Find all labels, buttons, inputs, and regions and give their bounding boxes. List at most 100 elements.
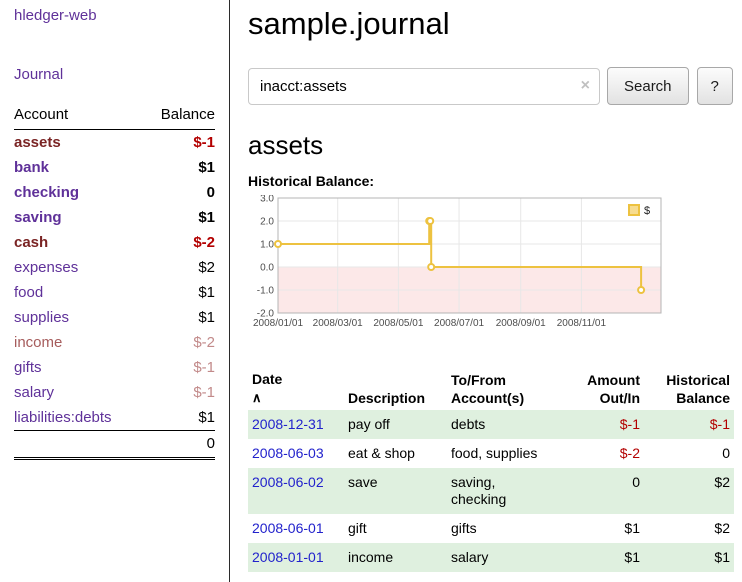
account-row: bank $1 xyxy=(14,155,215,180)
sidebar: hledger-web Journal Account Balance asse… xyxy=(0,0,230,582)
accounts-header-account: Account xyxy=(14,103,144,130)
chart-title: Historical Balance: xyxy=(248,173,375,189)
transaction-date-link[interactable]: 2008-01-01 xyxy=(252,549,324,565)
register-row: 2008-12-31 pay off debts $-1 $-1 xyxy=(248,410,734,439)
sidebar-item-journal[interactable]: Journal xyxy=(14,66,64,83)
transaction-accounts: saving, checking xyxy=(451,474,507,507)
account-link-assets[interactable]: assets xyxy=(14,134,61,151)
transaction-description: save xyxy=(348,474,378,490)
search-input[interactable] xyxy=(249,68,571,104)
account-link-salary[interactable]: salary xyxy=(14,384,55,401)
svg-text:$: $ xyxy=(644,205,650,217)
account-link-bank[interactable]: bank xyxy=(14,159,50,176)
transaction-date-link[interactable]: 2008-12-31 xyxy=(252,416,324,432)
account-row: income $-2 xyxy=(14,330,215,355)
account-balance: $-2 xyxy=(193,334,215,351)
account-link-expenses[interactable]: expenses xyxy=(14,259,79,276)
accounts-table: Account Balance assets $-1 bank $1 check… xyxy=(14,103,215,460)
transaction-amount: 0 xyxy=(632,474,640,490)
account-row: expenses $2 xyxy=(14,255,215,280)
transaction-accounts: debts xyxy=(451,416,486,432)
register-header-row: Date ∧ Description To/From Account(s) Am… xyxy=(248,349,734,410)
register-header-description: Description xyxy=(348,390,426,406)
clear-search-icon[interactable]: × xyxy=(580,77,590,94)
account-balance: $-1 xyxy=(193,359,215,376)
register-row: 2008-01-01 income salary $1 $1 xyxy=(248,543,734,572)
account-balance: $-2 xyxy=(193,234,215,251)
transaction-amount: $1 xyxy=(624,549,640,565)
account-balance: $-1 xyxy=(193,384,215,401)
register-header-date[interactable]: Date ∧ xyxy=(248,349,344,410)
account-balance: 0 xyxy=(206,184,215,201)
register-header-balance: Historical Balance xyxy=(666,372,730,406)
svg-text:-2.0: -2.0 xyxy=(257,309,275,320)
account-balance: $1 xyxy=(198,309,215,326)
accounts-header-row: Account Balance xyxy=(14,103,215,130)
sort-ascending-icon: ∧ xyxy=(252,390,262,405)
transaction-accounts: food, supplies xyxy=(451,445,538,461)
account-link-gifts[interactable]: gifts xyxy=(14,359,42,376)
svg-text:1.0: 1.0 xyxy=(260,240,274,251)
transaction-date-link[interactable]: 2008-06-01 xyxy=(252,520,324,536)
transaction-accounts: salary xyxy=(451,549,489,565)
transaction-description: gift xyxy=(348,520,367,536)
account-link-food[interactable]: food xyxy=(14,284,44,301)
transaction-description: income xyxy=(348,549,394,565)
svg-text:2008/05/01: 2008/05/01 xyxy=(373,318,423,329)
account-balance: $1 xyxy=(198,209,215,226)
search-button[interactable]: Search xyxy=(607,67,689,105)
account-link-income[interactable]: income xyxy=(14,334,63,351)
register-row: 2008-06-02 save saving, checking 0 $2 xyxy=(248,468,734,514)
accounts-header-balance: Balance xyxy=(143,103,215,130)
account-row: saving $1 xyxy=(14,205,215,230)
svg-text:3.0: 3.0 xyxy=(260,195,274,205)
svg-text:0.0: 0.0 xyxy=(260,263,274,274)
register-row: 2008-06-01 gift gifts $1 $2 xyxy=(248,514,734,543)
account-row: liabilities:debts $1 xyxy=(14,405,215,431)
search-bar: × Search ? xyxy=(248,67,734,105)
transaction-balance: 0 xyxy=(722,445,730,461)
svg-text:2.0: 2.0 xyxy=(260,217,274,228)
account-balance: $1 xyxy=(198,159,215,176)
historical-balance-chart: 3.0 2.0 1.0 0.0 -1.0 -2.0 2008/01/01 2008/03/01… xyxy=(248,194,664,337)
svg-text:2008/01/01: 2008/01/01 xyxy=(253,318,303,329)
transaction-balance: $1 xyxy=(714,549,730,565)
search-box: × xyxy=(248,67,600,105)
transaction-amount: $1 xyxy=(624,520,640,536)
transaction-description: eat & shop xyxy=(348,445,415,461)
svg-text:2008/11/01: 2008/11/01 xyxy=(557,318,607,329)
register-row: 2008-06-03 eat & shop food, supplies $-2… xyxy=(248,439,734,468)
transaction-accounts: gifts xyxy=(451,520,477,536)
register-header-accounts: To/From Account(s) xyxy=(451,372,525,406)
account-row: checking 0 xyxy=(14,180,215,205)
account-balance: $2 xyxy=(198,259,215,276)
account-balance: $-1 xyxy=(193,134,215,151)
account-row: food $1 xyxy=(14,280,215,305)
transaction-amount: $-2 xyxy=(619,445,640,461)
transaction-amount: $-1 xyxy=(619,416,640,432)
transaction-date-link[interactable]: 2008-06-03 xyxy=(252,445,324,461)
account-link-checking[interactable]: checking xyxy=(14,184,80,201)
transaction-date-link[interactable]: 2008-06-02 xyxy=(252,474,324,490)
account-link-saving[interactable]: saving xyxy=(14,209,62,226)
account-link-supplies[interactable]: supplies xyxy=(14,309,70,326)
main-content: sample.journal × Search ? assets Histori… xyxy=(230,0,742,582)
account-heading: assets xyxy=(248,130,324,160)
register-header-amount: Amount Out/In xyxy=(587,372,640,406)
account-link-liabilities-debts[interactable]: liabilities:debts xyxy=(14,409,112,426)
account-row: supplies $1 xyxy=(14,305,215,330)
account-row: assets $-1 xyxy=(14,130,215,156)
transaction-balance: $2 xyxy=(714,520,730,536)
app-title-link[interactable]: hledger-web xyxy=(14,7,97,24)
svg-text:-1.0: -1.0 xyxy=(257,286,275,297)
account-link-cash[interactable]: cash xyxy=(14,234,49,251)
account-row: gifts $-1 xyxy=(14,355,215,380)
account-balance: $1 xyxy=(198,284,215,301)
register-table: Date ∧ Description To/From Account(s) Am… xyxy=(248,349,734,572)
account-row: cash $-2 xyxy=(14,230,215,255)
help-button[interactable]: ? xyxy=(696,67,733,105)
account-balance: $1 xyxy=(198,409,215,426)
accounts-total-row: 0 xyxy=(14,430,215,460)
transaction-description: pay off xyxy=(348,416,390,432)
